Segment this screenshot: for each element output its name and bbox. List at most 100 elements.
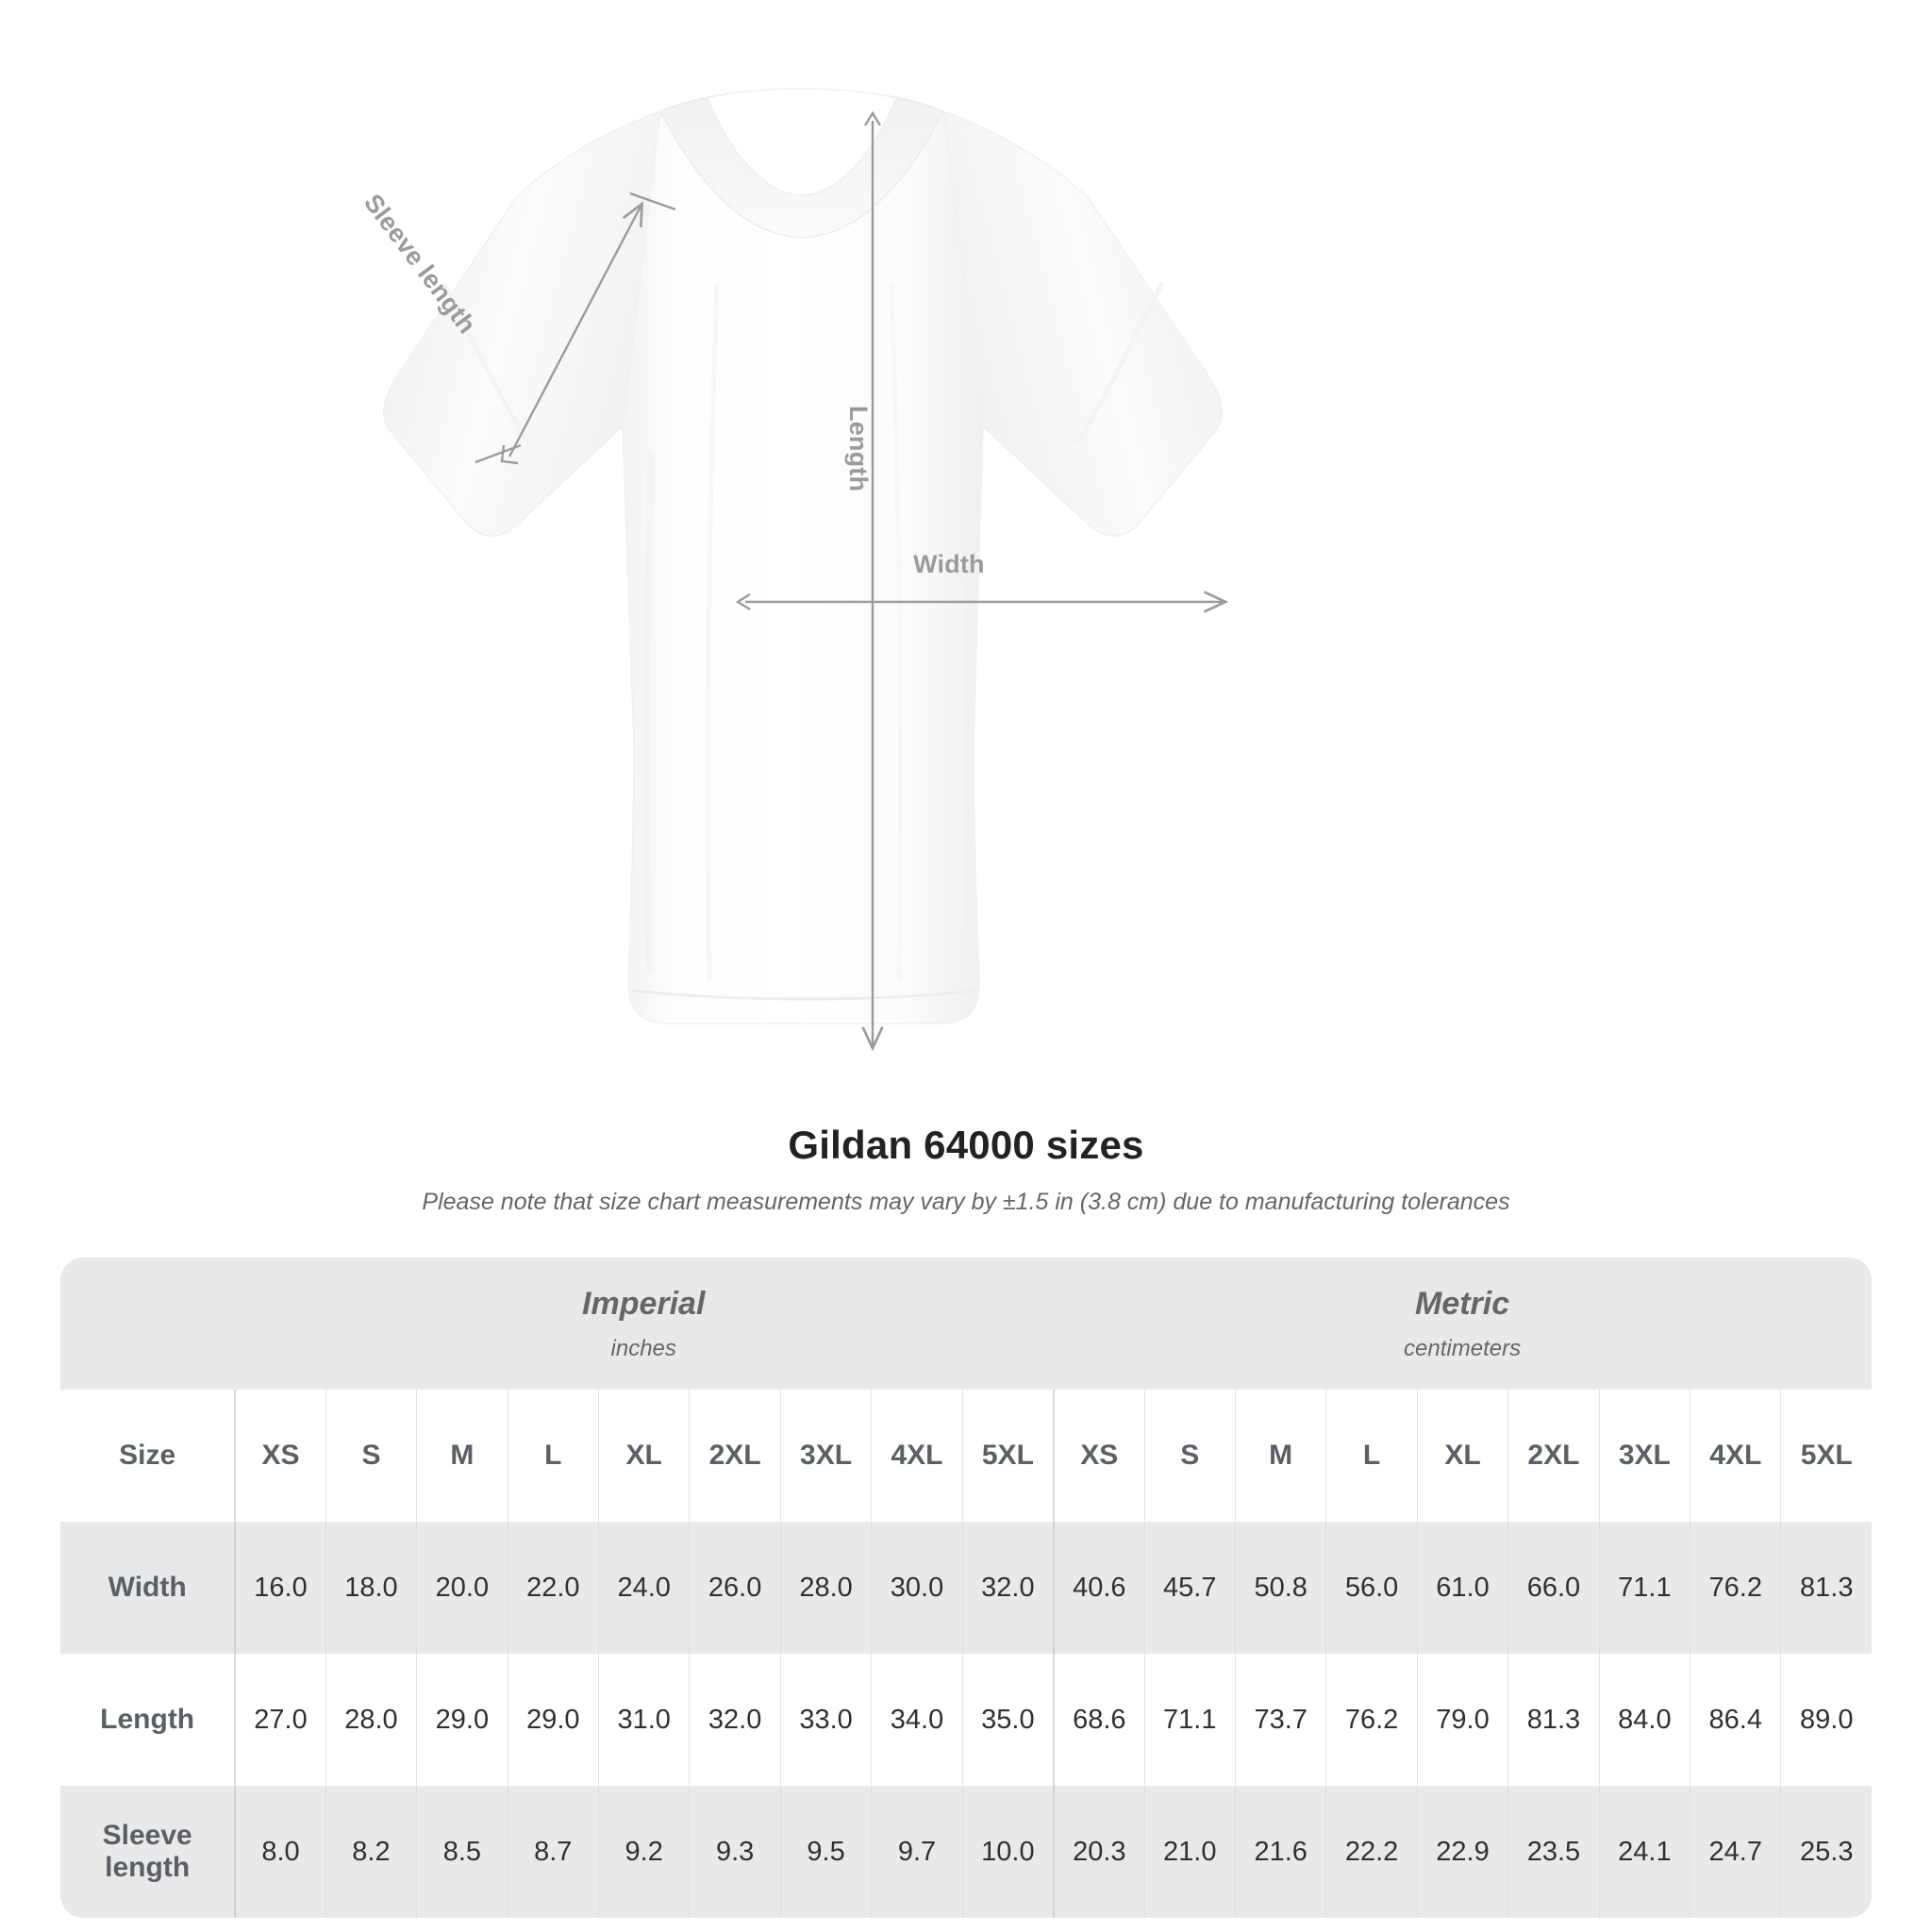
cell-metric: 66.0 — [1507, 1522, 1599, 1654]
cell-metric: 71.1 — [1143, 1654, 1235, 1786]
cell-imperial: 29.0 — [507, 1654, 598, 1786]
row-label-length: Length — [60, 1654, 235, 1786]
row-label-sleeve-length: Sleeve length — [60, 1786, 235, 1918]
cell-metric: 76.2 — [1690, 1522, 1781, 1654]
size-header-metric-4xl: 4XL — [1690, 1390, 1781, 1522]
unit-header-imperial: Imperial inches — [234, 1257, 1054, 1390]
size-row-header: Size — [60, 1390, 235, 1522]
cell-imperial: 20.0 — [416, 1522, 508, 1654]
cell-metric: 56.0 — [1325, 1522, 1417, 1654]
width-label: Width — [913, 550, 985, 578]
cell-metric: 86.4 — [1690, 1654, 1781, 1786]
cell-metric: 61.0 — [1416, 1522, 1508, 1654]
unit-header-row: Imperial inches Metric centimeters — [60, 1257, 1872, 1390]
size-header-metric-2xl: 2XL — [1507, 1390, 1599, 1522]
cell-metric: 20.3 — [1053, 1786, 1144, 1918]
tshirt-diagram: Sleeve length Length Width — [358, 88, 1932, 1113]
length-dimension-line — [865, 110, 880, 1047]
cell-imperial: 9.5 — [779, 1786, 872, 1918]
cell-metric: 84.0 — [1598, 1654, 1690, 1786]
size-header-metric-m: M — [1234, 1390, 1326, 1522]
cell-imperial: 32.0 — [961, 1522, 1054, 1654]
cell-metric: 73.7 — [1234, 1654, 1326, 1786]
cell-imperial: 33.0 — [779, 1654, 872, 1786]
size-header-imperial-5xl: 5XL — [961, 1390, 1054, 1522]
cell-imperial: 26.0 — [689, 1522, 780, 1654]
cell-metric: 21.6 — [1234, 1786, 1326, 1918]
title-block: Gildan 64000 sizes Please note that size… — [0, 1123, 1932, 1216]
table-row: Length 27.0 28.0 29.0 29.0 31.0 32.0 33.0 34.0 35… — [60, 1654, 1872, 1786]
cell-metric: 24.7 — [1690, 1786, 1781, 1918]
cell-imperial: 24.0 — [598, 1522, 690, 1654]
size-header-imperial-l: L — [507, 1390, 598, 1522]
width-dimension-line — [735, 594, 1224, 609]
size-table-wrap: Imperial inches Metric centimeters Size XS S M L… — [0, 1257, 1932, 1918]
cell-imperial: 8.7 — [507, 1786, 598, 1918]
cell-imperial: 35.0 — [961, 1654, 1054, 1786]
tolerance-note: Please note that size chart measurements… — [422, 1189, 1510, 1215]
cell-imperial: 8.5 — [416, 1786, 508, 1918]
cell-metric: 79.0 — [1416, 1654, 1508, 1786]
cell-imperial: 8.2 — [325, 1786, 417, 1918]
unit-spacer-cell — [60, 1257, 235, 1390]
unit-name-metric: Metric — [1414, 1285, 1510, 1322]
cell-metric: 81.3 — [1507, 1654, 1599, 1786]
cell-metric: 24.1 — [1598, 1786, 1690, 1918]
cell-imperial: 9.7 — [871, 1786, 962, 1918]
size-header-metric-l: L — [1325, 1390, 1417, 1522]
unit-sub-metric: centimeters — [1404, 1335, 1522, 1361]
size-header-imperial-s: S — [325, 1390, 417, 1522]
length-label: Length — [844, 406, 873, 492]
cell-imperial: 10.0 — [961, 1786, 1054, 1918]
cell-imperial: 28.0 — [325, 1654, 417, 1786]
page-title: Gildan 64000 sizes — [788, 1123, 1144, 1167]
cell-metric: 40.6 — [1053, 1522, 1144, 1654]
size-chart-table: Imperial inches Metric centimeters Size XS S M L… — [60, 1257, 1872, 1918]
cell-metric: 23.5 — [1507, 1786, 1599, 1918]
cell-metric: 89.0 — [1780, 1654, 1872, 1786]
cell-imperial: 32.0 — [689, 1654, 780, 1786]
size-header-metric-xs: XS — [1053, 1390, 1144, 1522]
cell-imperial: 30.0 — [871, 1522, 962, 1654]
shirt-body-shape — [382, 88, 1224, 1024]
cell-imperial: 9.2 — [598, 1786, 690, 1918]
size-header-metric-s: S — [1143, 1390, 1235, 1522]
table-row: Width 16.0 18.0 20.0 22.0 24.0 26.0 28.0 30.0 32.… — [60, 1522, 1872, 1654]
cell-metric: 76.2 — [1325, 1654, 1417, 1786]
cell-imperial: 27.0 — [234, 1654, 325, 1786]
cell-imperial: 29.0 — [416, 1654, 508, 1786]
size-header-metric-3xl: 3XL — [1598, 1390, 1690, 1522]
size-header-imperial-4xl: 4XL — [871, 1390, 962, 1522]
cell-metric: 25.3 — [1780, 1786, 1872, 1918]
cell-imperial: 34.0 — [871, 1654, 962, 1786]
size-header-imperial-xl: XL — [598, 1390, 690, 1522]
cell-metric: 81.3 — [1780, 1522, 1872, 1654]
cell-metric: 21.0 — [1143, 1786, 1235, 1918]
size-header-row: Size XS S M L XL 2XL 3XL 4XL 5XL XS S M L XL 2XL 3XL 4XL 5… — [60, 1390, 1872, 1522]
sleeve-dimension-line — [475, 192, 676, 465]
size-header-imperial-xs: XS — [234, 1390, 325, 1522]
table-row: Sleeve length 8.0 8.2 8.5 8.7 9.2 9.3 9.5 9.7 10.… — [60, 1786, 1872, 1918]
cell-metric: 71.1 — [1598, 1522, 1690, 1654]
size-header-imperial-2xl: 2XL — [689, 1390, 780, 1522]
unit-name-imperial: Imperial — [582, 1285, 706, 1322]
row-label-width: Width — [60, 1522, 235, 1654]
cell-metric: 22.9 — [1416, 1786, 1508, 1918]
cell-metric: 22.2 — [1325, 1786, 1417, 1918]
cell-metric: 45.7 — [1143, 1522, 1235, 1654]
cell-imperial: 9.3 — [689, 1786, 780, 1918]
cell-metric: 68.6 — [1053, 1654, 1144, 1786]
cell-imperial: 31.0 — [598, 1654, 690, 1786]
size-header-metric-xl: XL — [1416, 1390, 1508, 1522]
tshirt-illustration — [382, 88, 1932, 1113]
cell-imperial: 18.0 — [325, 1522, 417, 1654]
cell-metric: 50.8 — [1234, 1522, 1326, 1654]
unit-header-metric: Metric centimeters — [1053, 1257, 1872, 1390]
cell-imperial: 22.0 — [507, 1522, 598, 1654]
cell-imperial: 8.0 — [234, 1786, 325, 1918]
size-header-metric-5xl: 5XL — [1780, 1390, 1872, 1522]
unit-sub-imperial: inches — [610, 1335, 676, 1361]
size-header-imperial-m: M — [416, 1390, 508, 1522]
cell-imperial: 16.0 — [234, 1522, 325, 1654]
